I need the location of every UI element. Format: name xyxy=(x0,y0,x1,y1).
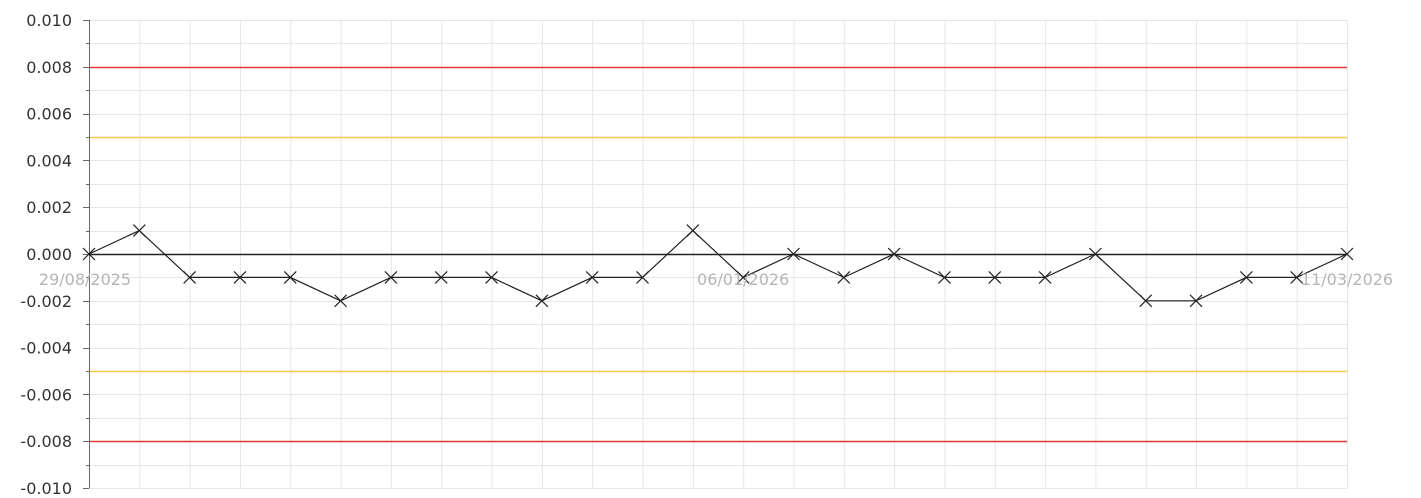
marker-stroke xyxy=(686,224,700,238)
data-point-marker xyxy=(1340,247,1354,261)
marker-stroke xyxy=(132,224,146,238)
series-polyline xyxy=(88,229,1348,302)
data-point-marker xyxy=(686,224,700,238)
marker-stroke xyxy=(535,294,549,308)
y-tick-label: -0.008 xyxy=(20,432,72,451)
marker-stroke xyxy=(183,270,197,284)
data-point-marker xyxy=(1239,270,1253,284)
y-tick-label: -0.002 xyxy=(20,292,72,311)
data-point-marker xyxy=(535,294,549,308)
x-date-label: 11/03/2026 xyxy=(1301,270,1393,289)
marker-stroke xyxy=(334,294,348,308)
data-point-marker xyxy=(1189,294,1203,308)
marker-stroke xyxy=(736,270,750,284)
marker-stroke xyxy=(384,270,398,284)
marker-stroke xyxy=(82,247,96,261)
marker-stroke xyxy=(585,270,599,284)
data-point-marker xyxy=(736,270,750,284)
data-point-marker xyxy=(283,270,297,284)
marker-stroke xyxy=(485,270,498,284)
marker-stroke xyxy=(1189,294,1203,308)
tick-labels: 0.010 0.008 0.006 0.004 0.002 0.000 -0.002 -0.0… xyxy=(20,11,1393,498)
x-date-label: 06/01/2026 xyxy=(697,270,789,289)
y-tick-label: 0.010 xyxy=(26,11,72,30)
marker-stroke xyxy=(938,270,951,284)
data-point-marker xyxy=(384,270,398,284)
data-point-marker xyxy=(787,247,800,261)
series-markers xyxy=(82,224,1354,308)
y-tick-label: -0.004 xyxy=(20,339,72,358)
data-point-marker xyxy=(837,270,851,284)
y-tick-label: -0.010 xyxy=(20,479,72,498)
y-tick-label: 0.002 xyxy=(26,198,72,217)
marker-stroke xyxy=(1139,294,1153,308)
series-line xyxy=(88,229,1348,302)
data-point-marker xyxy=(1088,247,1102,261)
marker-stroke xyxy=(1038,270,1052,284)
marker-stroke xyxy=(787,247,800,261)
data-point-marker xyxy=(485,270,498,284)
data-point-marker xyxy=(132,224,146,238)
data-point-marker xyxy=(183,270,197,284)
x-date-label: 29/08/2025 xyxy=(39,270,131,289)
y-tick-label: -0.006 xyxy=(20,385,72,404)
marker-stroke xyxy=(1239,270,1253,284)
data-point-marker xyxy=(636,270,649,284)
data-point-marker xyxy=(434,270,448,284)
marker-stroke xyxy=(887,247,901,261)
marker-stroke xyxy=(988,270,1002,284)
data-point-marker xyxy=(988,270,1002,284)
y-tick-label: 0.008 xyxy=(26,58,72,77)
marker-stroke xyxy=(434,270,448,284)
data-point-marker xyxy=(1038,270,1052,284)
data-point-marker xyxy=(1290,270,1304,284)
marker-stroke xyxy=(837,270,851,284)
data-point-marker xyxy=(938,270,951,284)
marker-stroke xyxy=(233,270,247,284)
marker-stroke xyxy=(1340,247,1354,261)
data-point-marker xyxy=(887,247,901,261)
data-point-marker xyxy=(1139,294,1153,308)
data-point-marker xyxy=(233,270,247,284)
marker-stroke xyxy=(1290,270,1304,284)
marker-stroke xyxy=(636,270,649,284)
marker-stroke xyxy=(283,270,297,284)
y-tick-label: 0.000 xyxy=(26,245,72,264)
marker-stroke xyxy=(1088,247,1102,261)
data-point-marker xyxy=(585,270,599,284)
data-point-marker xyxy=(334,294,348,308)
y-tick-label: 0.004 xyxy=(26,151,72,170)
y-tick-label: 0.006 xyxy=(26,105,72,124)
data-point-marker xyxy=(82,247,96,261)
